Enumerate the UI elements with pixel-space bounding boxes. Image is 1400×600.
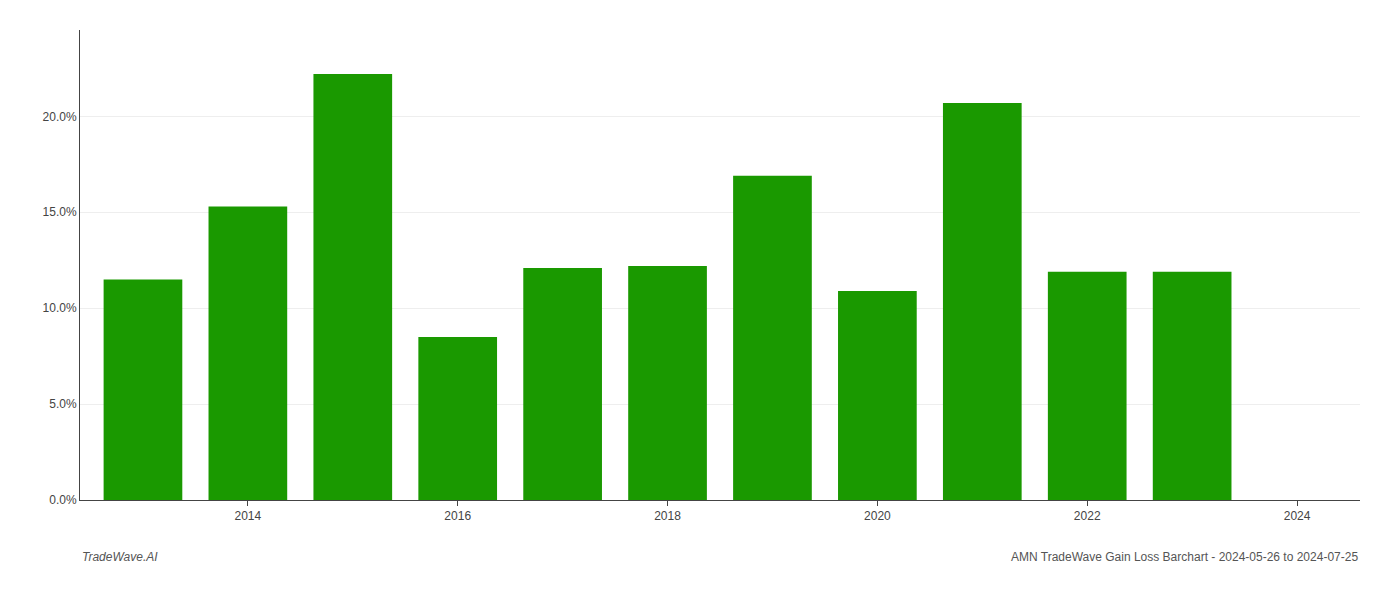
svg-text:0.0%: 0.0% — [49, 493, 77, 507]
svg-text:2016: 2016 — [444, 509, 471, 523]
svg-text:10.0%: 10.0% — [43, 301, 77, 315]
svg-text:TradeWave.AI: TradeWave.AI — [82, 550, 158, 564]
svg-text:20.0%: 20.0% — [43, 110, 77, 124]
svg-text:15.0%: 15.0% — [43, 205, 77, 219]
svg-text:AMN TradeWave Gain Loss Barcha: AMN TradeWave Gain Loss Barchart - 2024-… — [1011, 550, 1358, 564]
svg-text:5.0%: 5.0% — [49, 397, 77, 411]
svg-text:2022: 2022 — [1074, 509, 1101, 523]
svg-text:2014: 2014 — [235, 509, 262, 523]
svg-text:2018: 2018 — [654, 509, 681, 523]
svg-text:2024: 2024 — [1284, 509, 1311, 523]
svg-text:2020: 2020 — [864, 509, 891, 523]
